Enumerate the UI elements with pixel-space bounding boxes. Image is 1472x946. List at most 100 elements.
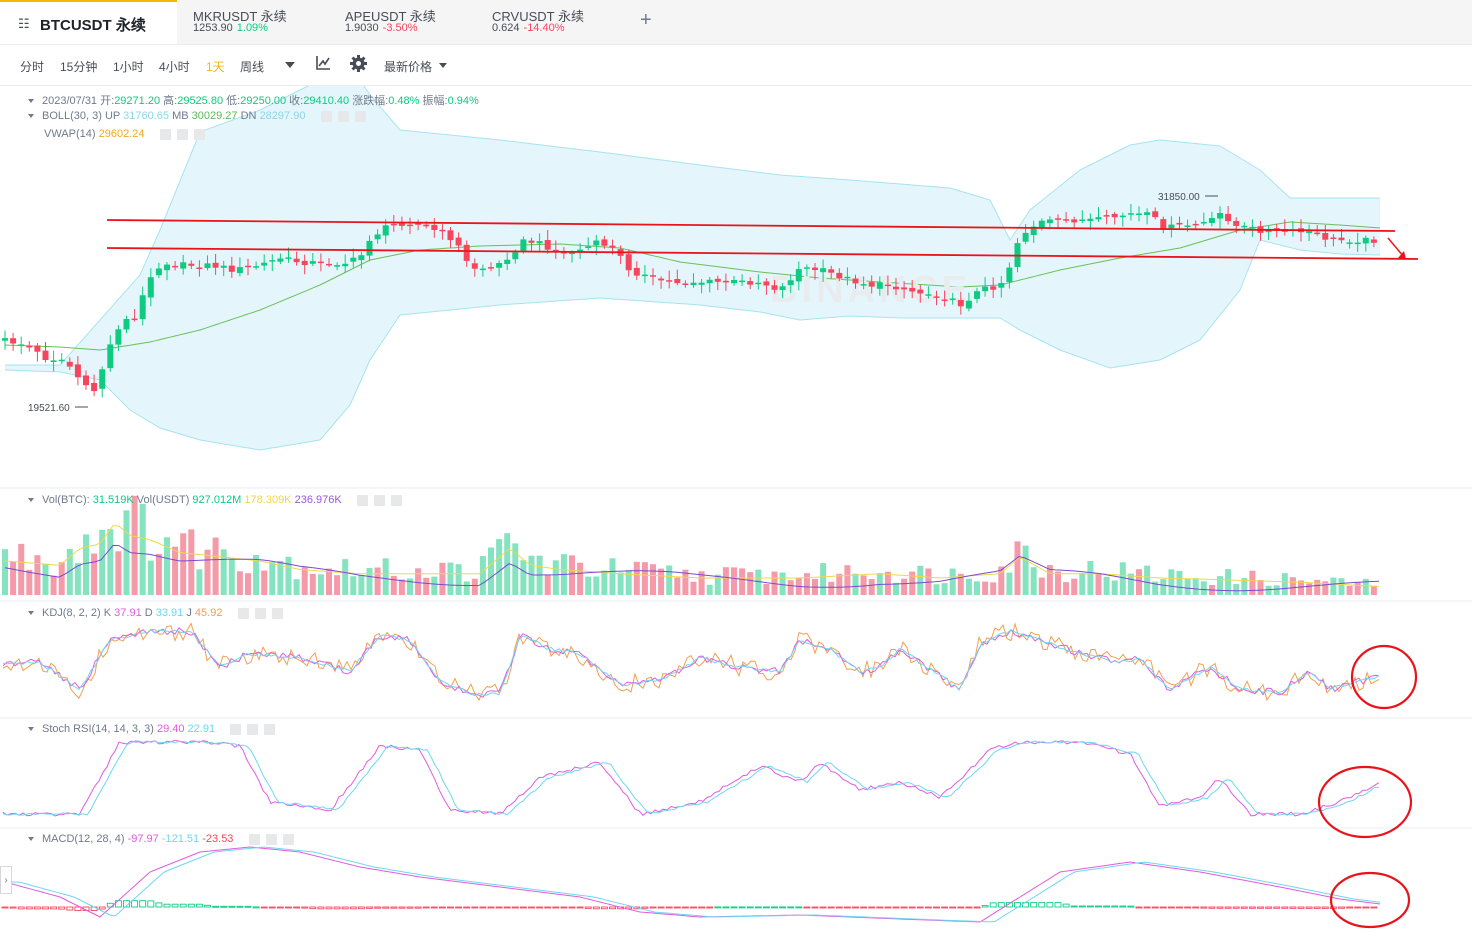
- vol-btc: 31.519K: [92, 494, 134, 506]
- volume-bar: [26, 569, 33, 595]
- volume-bar: [1330, 577, 1337, 595]
- collapse-caret-icon[interactable]: [28, 837, 34, 842]
- macd-histogram-bar: [479, 906, 487, 909]
- candle-body: [836, 272, 843, 279]
- candle-body: [131, 318, 138, 321]
- candlestick-chart[interactable]: BINANCE 31850.00 19521.60: [0, 86, 1472, 944]
- volume-bar: [261, 570, 268, 595]
- macd-histogram-bar: [349, 906, 357, 910]
- candle-body: [625, 254, 632, 271]
- collapse-caret-icon[interactable]: [28, 114, 34, 119]
- candle-body: [698, 282, 705, 285]
- tab-mkrusdt[interactable]: MKRUSDT 永续 1253.90 1.09%: [193, 0, 333, 44]
- volume-bar: [2, 549, 8, 595]
- volume-ma-line: [4, 544, 1380, 592]
- volume-bar: [698, 571, 705, 595]
- macd-histogram-bar: [147, 900, 155, 908]
- collapse-caret-icon[interactable]: [28, 611, 34, 616]
- macd-histogram-bar: [252, 906, 260, 909]
- volume-bar: [1249, 570, 1256, 595]
- macd-histogram-bar: [366, 906, 373, 909]
- volume-bar: [220, 549, 227, 595]
- volume-bar: [577, 562, 584, 595]
- candle-body: [309, 261, 316, 264]
- settings-gear-icon[interactable]: [350, 55, 367, 72]
- volume-bar: [415, 568, 422, 595]
- volume-bar: [228, 558, 235, 595]
- tab-crvusdt[interactable]: CRVUSDT 永续 0.624 -14.40%: [492, 0, 632, 44]
- candle-body: [1306, 231, 1313, 234]
- kdj-j-label: J: [186, 607, 192, 619]
- volume-bar: [722, 567, 729, 595]
- vol-ma1: 178.309K: [244, 494, 292, 506]
- add-tab-icon[interactable]: +: [640, 9, 652, 31]
- interval-1d[interactable]: 1天: [206, 60, 225, 74]
- volume-bar: [34, 555, 41, 595]
- candle-body: [236, 267, 243, 274]
- interval-time[interactable]: 分时: [20, 60, 45, 74]
- drawn-circle-annotation: [1350, 644, 1418, 710]
- volume-bar: [601, 570, 608, 595]
- indicator-buttons[interactable]: [315, 110, 366, 122]
- tab-apeusdt[interactable]: APEUSDT 永续 1.9030 -3.50%: [345, 0, 485, 44]
- candle-body: [212, 262, 219, 268]
- volume-bar: [739, 568, 746, 595]
- indicator-buttons[interactable]: [224, 723, 276, 735]
- candle-body: [1063, 219, 1070, 221]
- indicator-icon[interactable]: [315, 55, 331, 71]
- macd-histogram-bar: [544, 906, 552, 909]
- indicator-buttons[interactable]: [232, 607, 283, 619]
- volume-bar: [350, 576, 357, 595]
- candle-body: [820, 268, 827, 273]
- candle-body: [1046, 219, 1053, 224]
- volume-bar: [1152, 581, 1159, 595]
- macd-histogram-bar: [317, 906, 325, 910]
- interval-4h[interactable]: 4小时: [159, 60, 190, 74]
- list-icon[interactable]: ☷: [18, 16, 30, 31]
- collapse-caret-icon[interactable]: [28, 99, 34, 104]
- interval-1w[interactable]: 周线: [240, 60, 265, 74]
- interval-dropdown-icon[interactable]: [285, 62, 295, 68]
- macd-histogram-bar: [754, 906, 762, 909]
- candle-body: [204, 263, 211, 269]
- collapse-caret-icon[interactable]: [28, 498, 34, 503]
- candle-body: [706, 279, 713, 284]
- indicator-buttons[interactable]: [351, 494, 402, 506]
- drawn-trendline-lower: [106, 247, 1419, 260]
- volume-bar: [585, 576, 592, 595]
- expand-panel-chevron-icon[interactable]: ›: [0, 866, 12, 894]
- macd-histogram-bar: [673, 906, 681, 909]
- volume-bar: [1257, 580, 1264, 595]
- price-type-select[interactable]: 最新价格: [384, 60, 433, 74]
- candle-body: [520, 239, 527, 251]
- candle-body: [1208, 218, 1215, 223]
- volume-bar: [131, 495, 138, 595]
- macd-histogram-bar: [212, 905, 220, 908]
- macd-histogram-bar: [17, 906, 25, 910]
- macd-histogram-bar: [139, 900, 147, 908]
- volume-bar: [1119, 562, 1126, 595]
- price-type-dropdown-icon[interactable]: [439, 63, 447, 68]
- interval-15m[interactable]: 15分钟: [60, 60, 98, 74]
- interval-1h[interactable]: 1小时: [113, 60, 144, 74]
- collapse-caret-icon[interactable]: [28, 727, 34, 732]
- low-price-label: 19521.60: [28, 403, 70, 414]
- volume-bar: [1322, 581, 1329, 595]
- volume-bar: [747, 572, 754, 595]
- volume-bar: [277, 560, 284, 595]
- volume-bar: [512, 543, 519, 595]
- candle-body: [633, 267, 640, 276]
- candle-body: [317, 261, 324, 264]
- macd-histogram-bar: [641, 906, 649, 909]
- tab-btcusdt[interactable]: ☷ BTCUSDT 永续: [0, 0, 177, 44]
- candle-body: [164, 264, 170, 271]
- volume-bar: [471, 578, 478, 595]
- macd-histogram-bar: [1370, 906, 1378, 909]
- volume-bar: [1370, 586, 1377, 595]
- candle-body: [1071, 219, 1078, 223]
- candle-body: [463, 244, 470, 261]
- indicator-buttons[interactable]: [154, 128, 205, 140]
- indicator-buttons[interactable]: [243, 833, 294, 845]
- macd-histogram-bar: [430, 906, 438, 909]
- candle-body: [398, 223, 405, 226]
